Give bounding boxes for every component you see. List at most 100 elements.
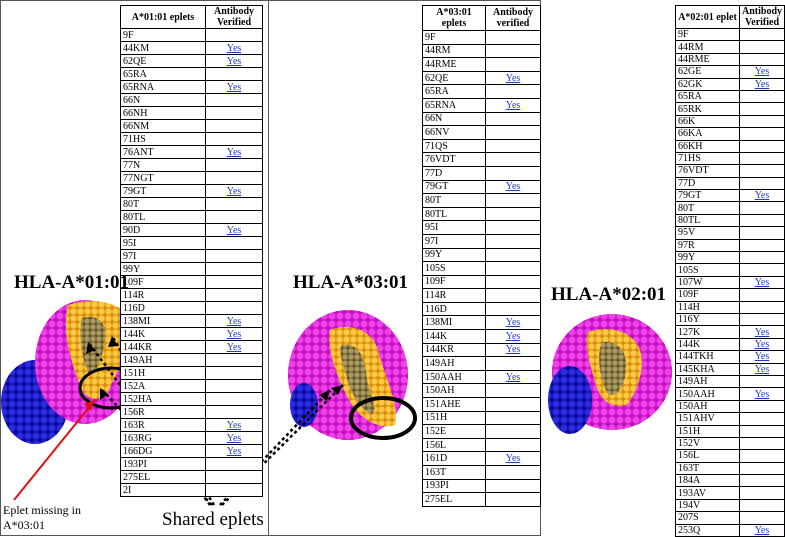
- eplet-cell: 163T: [422, 465, 486, 480]
- eplet-cell: 77NGT: [120, 171, 206, 185]
- verified-link[interactable]: Yes: [226, 42, 242, 54]
- verified-link[interactable]: Yes: [754, 363, 770, 375]
- verified-link[interactable]: Yes: [754, 338, 770, 350]
- eplet-cell: 97I: [120, 249, 206, 263]
- verified-link[interactable]: Yes: [754, 66, 770, 78]
- table-row: 184A: [675, 474, 785, 488]
- verified-link[interactable]: Yes: [226, 445, 242, 457]
- verified-link[interactable]: Yes: [505, 99, 521, 111]
- table-row: 144KR Yes: [422, 342, 541, 358]
- table-row: 62GK Yes: [675, 77, 785, 91]
- eplet-cell: 144K: [422, 329, 486, 344]
- verified-cell: Yes: [738, 362, 785, 376]
- allele-title-a0301: HLA-A*03:01: [293, 272, 409, 293]
- beta2m-domain: [548, 366, 592, 434]
- eplet-cell: 97I: [422, 233, 486, 249]
- table-row: 149AH: [120, 353, 263, 367]
- verified-cell: [738, 127, 785, 141]
- verified-link[interactable]: Yes: [226, 315, 242, 327]
- verified-cell: [738, 27, 785, 42]
- verified-link[interactable]: Yes: [226, 432, 242, 444]
- arrowhead: [100, 388, 108, 400]
- verified-link[interactable]: Yes: [226, 341, 242, 353]
- table-row: 66K: [675, 114, 785, 129]
- panel-divider: [268, 0, 269, 536]
- verified-link[interactable]: Yes: [754, 326, 770, 338]
- table-row: 253Q Yes: [675, 523, 785, 537]
- eplet-cell: 44RM: [422, 43, 486, 59]
- eplet-cell: 116D: [120, 301, 206, 315]
- eplet-cell: 150AAH: [675, 387, 740, 401]
- verified-link[interactable]: Yes: [226, 146, 242, 158]
- verified-cell: [738, 263, 785, 277]
- eplet-cell: 66N: [120, 93, 206, 107]
- verified-cell: [485, 152, 541, 167]
- eplet-cell: 152V: [675, 436, 740, 451]
- verified-link[interactable]: Yes: [226, 55, 242, 67]
- table-row: 66NM: [120, 119, 263, 133]
- verified-link[interactable]: Yes: [754, 351, 770, 363]
- eplet-cell: 76VDT: [422, 152, 486, 167]
- verified-link[interactable]: Yes: [226, 224, 242, 236]
- verified-cell: [485, 193, 541, 208]
- shared-eplets-label: Shared eplets: [162, 509, 264, 530]
- eplet-cell: 97R: [675, 238, 740, 253]
- table-row: 65RK: [675, 102, 785, 116]
- verified-cell: [738, 486, 785, 500]
- eplet-cell: 2I: [120, 483, 206, 497]
- table-row: 161D Yes: [422, 451, 541, 466]
- verified-link[interactable]: Yes: [505, 317, 521, 329]
- table-row: 151H: [120, 366, 263, 380]
- verified-cell: [485, 206, 541, 222]
- table-row: 66N: [422, 111, 541, 127]
- eplet-cell: 105S: [422, 261, 486, 276]
- table-row: 193AV: [675, 486, 785, 500]
- verified-cell: [485, 410, 541, 426]
- table-row: 105S: [675, 263, 785, 277]
- verified-link[interactable]: Yes: [505, 371, 521, 383]
- verified-link[interactable]: Yes: [505, 181, 521, 193]
- verified-link[interactable]: Yes: [226, 328, 242, 340]
- table-row: 150AAH Yes: [675, 387, 785, 401]
- verified-cell: [485, 492, 541, 507]
- verified-cell: [205, 28, 263, 42]
- eplet-cell: 144TKH: [675, 350, 740, 364]
- verified-cell: [205, 236, 263, 250]
- verified-link[interactable]: Yes: [754, 277, 770, 288]
- verified-link[interactable]: Yes: [226, 185, 242, 197]
- verified-cell: Yes: [485, 342, 541, 358]
- verified-link[interactable]: Yes: [754, 190, 770, 202]
- verified-link[interactable]: Yes: [505, 344, 521, 356]
- molecule-a0301: [288, 310, 417, 440]
- eplet-cell: 77D: [675, 176, 740, 191]
- table-row: 116D: [120, 301, 263, 315]
- eplet-cell: 149AH: [120, 353, 206, 367]
- verified-link[interactable]: Yes: [754, 388, 770, 400]
- verified-link[interactable]: Yes: [226, 419, 242, 431]
- eplet-cell: 151H: [675, 424, 740, 438]
- verified-link[interactable]: Yes: [754, 78, 770, 90]
- verified-cell: Yes: [205, 444, 263, 458]
- eplet-cell: 62GE: [675, 65, 740, 79]
- eplet-cell: 184A: [675, 474, 740, 488]
- header-antibody-verified: Antibody verified: [485, 5, 541, 31]
- table-row: 65RA: [422, 84, 541, 99]
- verified-link[interactable]: Yes: [505, 72, 521, 84]
- verified-link[interactable]: Yes: [505, 330, 521, 342]
- verified-link[interactable]: Yes: [754, 524, 770, 536]
- verified-link[interactable]: Yes: [226, 81, 242, 93]
- eplet-cell: 193PI: [422, 478, 486, 494]
- table-row: 116Y: [675, 312, 785, 327]
- table-row: 149AH: [675, 374, 785, 389]
- eplet-cell: 44RME: [675, 52, 740, 67]
- eplet-cell: 114R: [422, 288, 486, 303]
- verified-cell: [738, 238, 785, 253]
- eplet-cell: 193PI: [120, 457, 206, 471]
- table-row: 114R: [422, 288, 541, 303]
- shared-arrowheads: [86, 336, 343, 401]
- eplet-cell: 65RK: [675, 102, 740, 116]
- verified-link[interactable]: Yes: [505, 453, 521, 465]
- eplet-cell: 275EL: [422, 492, 486, 507]
- table-row: 80T: [422, 193, 541, 208]
- table-row: 62QE Yes: [422, 70, 541, 86]
